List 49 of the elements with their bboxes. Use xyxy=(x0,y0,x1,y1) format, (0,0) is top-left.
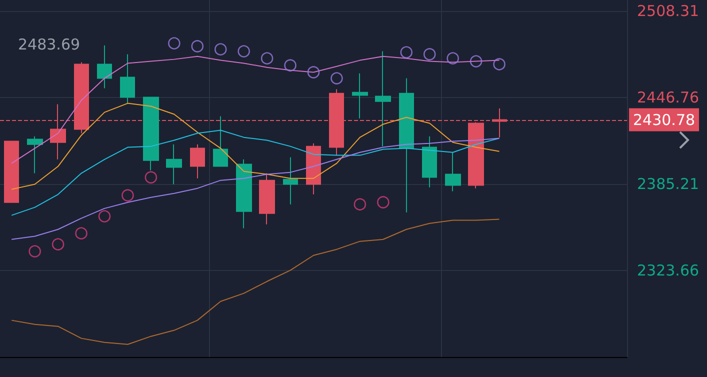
candlestick xyxy=(166,144,182,185)
candlestick xyxy=(375,50,391,147)
candlestick xyxy=(399,78,414,213)
candlestick xyxy=(259,172,275,225)
point xyxy=(354,198,366,211)
candlestick xyxy=(120,54,135,104)
point xyxy=(423,48,436,60)
point xyxy=(214,43,227,56)
y-tick-label: 2385.21 xyxy=(637,174,700,193)
candlestick xyxy=(236,158,252,229)
candlestick xyxy=(143,96,159,171)
candlestick xyxy=(445,152,461,192)
point xyxy=(52,238,64,250)
candlestick xyxy=(4,140,19,203)
y-tick-label: 2508.31 xyxy=(637,2,700,20)
point xyxy=(28,245,41,258)
point xyxy=(238,45,250,58)
point xyxy=(122,189,134,202)
line-series xyxy=(11,218,500,345)
candlestick xyxy=(27,136,43,174)
candlestick xyxy=(190,144,205,179)
point xyxy=(75,227,88,240)
line-series xyxy=(11,130,500,216)
candlestick xyxy=(306,142,321,195)
line-series xyxy=(11,56,500,164)
y-tick-label: 2323.66 xyxy=(637,261,700,280)
line-series xyxy=(11,138,500,240)
point xyxy=(191,40,204,52)
point xyxy=(98,210,111,222)
point xyxy=(400,46,413,58)
annotation: 2483.69 xyxy=(18,36,80,54)
point xyxy=(284,59,296,72)
point xyxy=(493,58,506,70)
point xyxy=(168,37,180,50)
line-series xyxy=(11,102,500,190)
point xyxy=(144,171,158,184)
point xyxy=(377,196,390,208)
candlestick xyxy=(422,136,437,188)
candlestick xyxy=(352,72,368,119)
point xyxy=(470,55,482,68)
point xyxy=(260,52,274,64)
candlestick xyxy=(283,156,298,205)
ref-line-label: 2430.78 xyxy=(633,110,696,129)
point xyxy=(446,52,459,64)
point xyxy=(307,66,320,78)
candlestick xyxy=(97,44,112,89)
y-tick-label: 2446.76 xyxy=(637,88,700,106)
point xyxy=(330,72,343,84)
candlestick xyxy=(213,116,228,167)
